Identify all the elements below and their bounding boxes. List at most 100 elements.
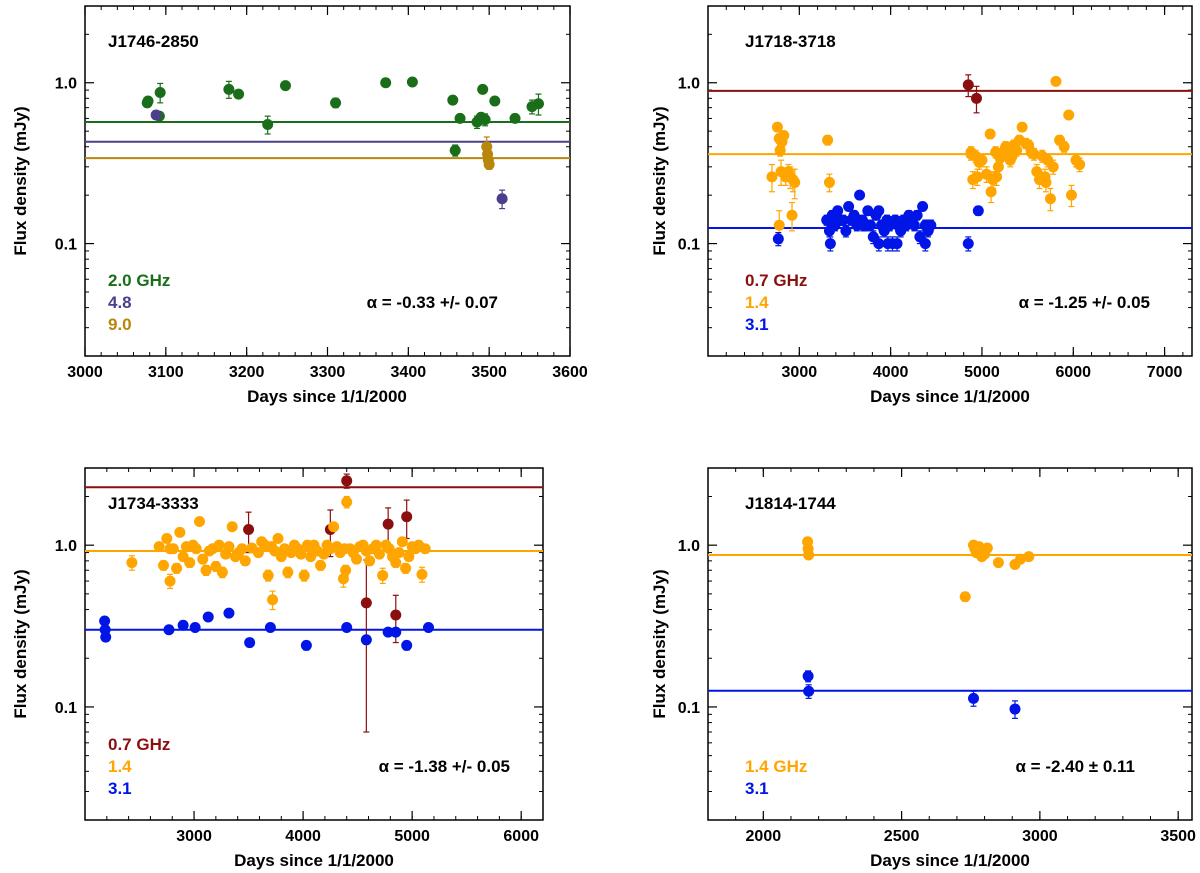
panel-j1746-2850: J1746-2850 Days since 1/1/2000 Flux dens… [11, 5, 588, 406]
data-point [1047, 161, 1059, 173]
spectral-index-annotation: α = -1.25 +/- 0.05 [1019, 293, 1150, 312]
data-point [1050, 75, 1062, 87]
data-point [962, 238, 974, 250]
data-point [1065, 189, 1077, 201]
data-point [489, 95, 501, 107]
data-point [911, 209, 923, 221]
x-tick-label: 3300 [310, 364, 346, 381]
x-tick-label: 5000 [964, 364, 1000, 381]
data-point [223, 83, 235, 95]
data-point [802, 670, 814, 682]
data-point [189, 621, 201, 633]
data-point [822, 134, 834, 146]
data-point [360, 597, 372, 609]
y-tick-label: 1.0 [678, 76, 700, 93]
data-point [216, 566, 228, 578]
data-point [194, 516, 205, 528]
x-tick-label: 7000 [1147, 364, 1183, 381]
legend: 1.4 GHz 3.1 [745, 757, 807, 798]
data-point [848, 209, 860, 221]
data-point [854, 189, 866, 201]
data-point [840, 225, 852, 237]
panel-j1734-3333: J1734-3333 Days since 1/1/2000 Flux dens… [11, 467, 544, 870]
data-point [862, 205, 874, 217]
data-point [267, 594, 279, 606]
data-point [447, 94, 459, 106]
data-point [496, 193, 508, 205]
data-point [479, 114, 491, 126]
data-point [984, 128, 996, 140]
data-point [340, 564, 352, 576]
data-point [778, 129, 790, 141]
data-point [908, 219, 920, 231]
data-point [300, 639, 312, 651]
source-name: J1746-2850 [108, 32, 199, 51]
data-point [262, 569, 274, 581]
data-point [891, 238, 903, 250]
x-tick-label: 2000 [746, 828, 782, 845]
legend-entry: 3.1 [745, 779, 769, 798]
data-point [360, 634, 372, 646]
data-point [142, 95, 154, 107]
data-point [252, 547, 264, 559]
data-point [99, 615, 111, 627]
data-point [985, 186, 997, 198]
y-axis-label: Flux density (mJy) [11, 106, 30, 255]
data-point [339, 543, 351, 555]
data-point [202, 611, 214, 623]
data-points [802, 536, 1035, 719]
data-point [971, 171, 983, 183]
legend-entry: 2.0 GHz [108, 271, 170, 290]
legend: 0.7 GHz 1.4 3.1 [108, 735, 170, 798]
data-point [973, 541, 985, 553]
spectral-index-annotation: α = -1.38 +/- 0.05 [379, 757, 510, 776]
legend-entry: 4.8 [108, 293, 132, 312]
data-point [233, 88, 245, 100]
data-point [393, 547, 405, 559]
data-point [226, 521, 238, 533]
data-point [965, 148, 977, 160]
data-points [99, 473, 434, 733]
legend-entry: 1.4 [745, 293, 769, 312]
data-point [174, 526, 186, 538]
data-point [223, 541, 235, 553]
x-tick-label: 3200 [229, 364, 265, 381]
data-point [370, 539, 382, 551]
data-point [837, 214, 849, 226]
data-point [382, 626, 394, 638]
data-point [200, 564, 212, 576]
data-point [406, 76, 418, 88]
data-point [351, 553, 363, 565]
data-point [396, 536, 408, 548]
data-point [1063, 109, 1075, 121]
x-tick-label: 3000 [176, 828, 212, 845]
data-point [824, 238, 836, 250]
data-point [298, 569, 310, 581]
data-point [184, 557, 196, 569]
y-tick-label: 1.0 [678, 538, 700, 555]
data-point [153, 541, 165, 553]
x-axis-label: Days since 1/1/2000 [234, 851, 394, 870]
data-point [976, 154, 988, 166]
plot-frame [707, 467, 1193, 821]
data-point [177, 619, 189, 631]
y-axis-label: Flux density (mJy) [650, 569, 669, 718]
source-name: J1718-3718 [745, 32, 836, 51]
data-point [100, 631, 112, 643]
data-point [823, 176, 835, 188]
data-point [832, 205, 844, 217]
y-tick-label: 0.1 [55, 237, 77, 254]
data-point [282, 566, 294, 578]
y-tick-label: 0.1 [55, 700, 77, 717]
data-point [164, 575, 176, 587]
x-tick-label: 3500 [1160, 828, 1196, 845]
data-point [1016, 121, 1028, 133]
x-axis-label: Days since 1/1/2000 [247, 387, 407, 406]
x-tick-label: 3000 [1022, 828, 1058, 845]
data-point [315, 559, 327, 571]
data-point [164, 543, 176, 555]
data-point [774, 144, 786, 156]
data-point [403, 551, 415, 563]
legend: 0.7 GHz 1.4 3.1 [745, 271, 807, 334]
